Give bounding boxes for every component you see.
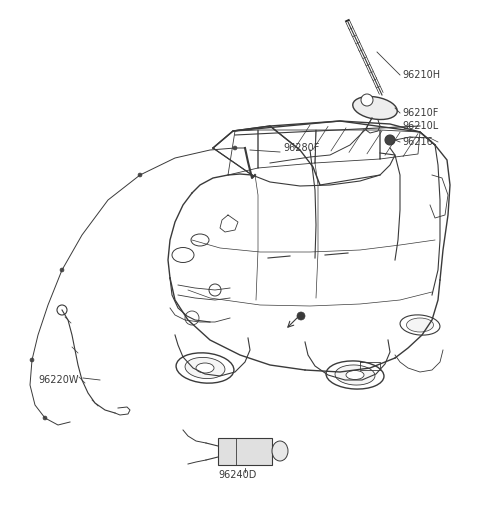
Text: 96210F: 96210F	[402, 108, 438, 118]
Circle shape	[297, 312, 305, 320]
Text: 96240D: 96240D	[218, 470, 256, 480]
Circle shape	[43, 416, 47, 420]
Circle shape	[209, 284, 221, 296]
Ellipse shape	[335, 365, 375, 385]
Text: 96210L: 96210L	[402, 121, 438, 131]
Text: 96216: 96216	[402, 137, 433, 147]
Circle shape	[233, 146, 237, 150]
Text: 96280F: 96280F	[283, 143, 319, 153]
Ellipse shape	[185, 357, 225, 379]
Text: 96220W: 96220W	[38, 375, 79, 385]
Circle shape	[30, 358, 34, 362]
Circle shape	[347, 20, 349, 24]
Circle shape	[60, 268, 64, 272]
Ellipse shape	[346, 370, 364, 380]
Ellipse shape	[353, 96, 397, 120]
Ellipse shape	[400, 315, 440, 335]
Polygon shape	[218, 438, 272, 465]
Ellipse shape	[407, 318, 433, 332]
Circle shape	[385, 135, 395, 145]
Circle shape	[361, 94, 373, 106]
Ellipse shape	[176, 353, 234, 383]
Text: 96210H: 96210H	[402, 70, 440, 80]
Ellipse shape	[196, 363, 214, 373]
Circle shape	[138, 173, 142, 177]
Ellipse shape	[326, 361, 384, 389]
Ellipse shape	[272, 441, 288, 461]
